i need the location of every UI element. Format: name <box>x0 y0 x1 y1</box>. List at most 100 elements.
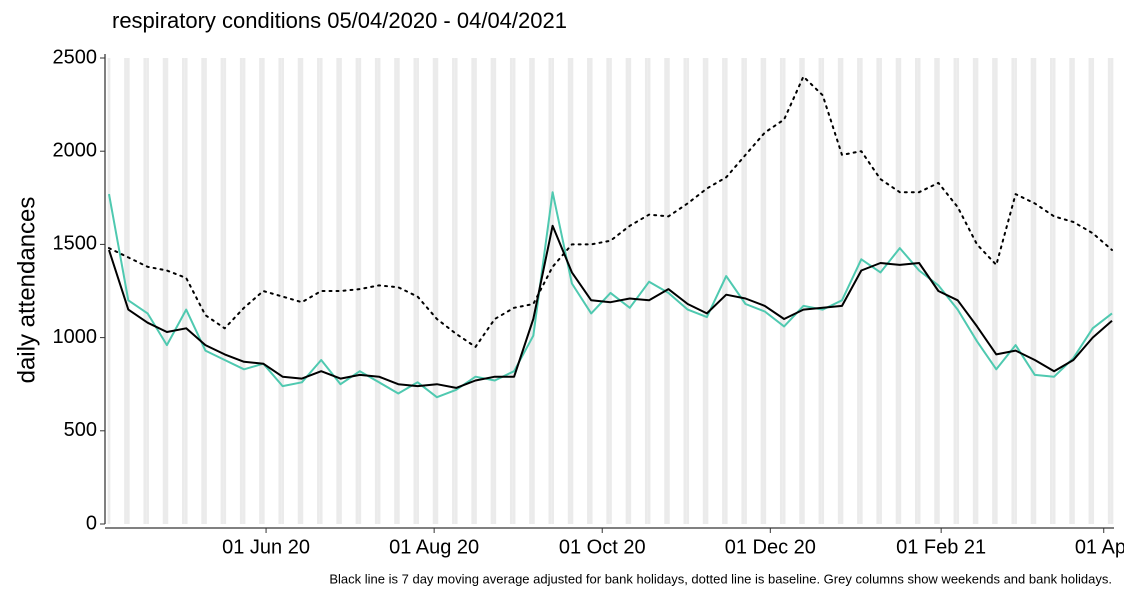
weekend-column <box>606 58 610 524</box>
weekend-column <box>259 58 262 524</box>
weekend-column <box>647 58 651 524</box>
weekend-column <box>201 58 205 524</box>
weekend-column <box>452 58 455 524</box>
weekend-column <box>490 58 494 524</box>
weekend-column <box>220 58 224 524</box>
weekend-column <box>1088 58 1092 524</box>
weekend-column <box>1072 58 1075 524</box>
weekend-column <box>493 58 497 524</box>
weekend-column <box>625 58 629 524</box>
weekend-column <box>204 58 207 524</box>
weekend-column <box>435 58 439 524</box>
weekend-column <box>471 58 475 524</box>
weekend-column <box>705 58 709 524</box>
weekend-column <box>339 58 342 524</box>
weekend-column <box>184 58 188 524</box>
weekend-column <box>589 58 593 524</box>
y-tick-label: 500 <box>64 419 97 441</box>
weekend-column <box>722 58 725 524</box>
weekend-column <box>223 58 227 524</box>
weekend-column <box>143 58 147 524</box>
weekend-column <box>317 58 320 524</box>
weekend-column <box>994 58 998 524</box>
x-tick-label: 01 Dec 20 <box>725 536 816 558</box>
weekend-column <box>162 58 166 524</box>
weekend-column <box>972 58 976 524</box>
weekend-column <box>666 58 670 524</box>
weekend-column <box>182 58 185 524</box>
y-tick-label: 2000 <box>53 139 98 161</box>
weekend-column <box>416 58 419 524</box>
weekend-column <box>879 58 882 524</box>
x-tick-label: 01 Jun 20 <box>222 536 310 558</box>
weekend-column <box>818 58 822 524</box>
weekend-column <box>319 58 323 524</box>
weekend-column <box>741 58 745 524</box>
weekend-column <box>992 58 995 524</box>
weekend-column <box>548 58 552 524</box>
weekend-column <box>358 58 362 524</box>
weekend-column <box>413 58 417 524</box>
x-tick-label: 01 Apr <box>1075 536 1124 558</box>
weekend-column <box>821 58 825 524</box>
weekend-column <box>239 58 243 524</box>
y-tick-label: 2500 <box>53 46 98 68</box>
weekend-column <box>1052 58 1056 524</box>
weekend-column <box>802 58 805 524</box>
x-tick-label: 01 Oct 20 <box>559 536 646 558</box>
weekend-column <box>763 58 767 524</box>
weekend-column <box>355 58 359 524</box>
weekend-column <box>1107 58 1111 524</box>
weekend-column <box>857 58 860 524</box>
chart-title: respiratory conditions 05/04/2020 - 04/0… <box>112 8 567 33</box>
weekend-column <box>1091 58 1095 524</box>
weekend-column <box>683 58 687 524</box>
weekend-column <box>570 58 574 524</box>
weekend-column <box>837 58 841 524</box>
y-tick-label: 1500 <box>53 233 98 255</box>
weekend-column <box>876 58 880 524</box>
weekend-column <box>1033 58 1037 524</box>
y-tick-label: 0 <box>86 512 97 534</box>
weekend-column <box>165 58 169 524</box>
weekend-column <box>474 58 477 524</box>
weekend-column <box>377 58 381 524</box>
weekend-column <box>895 58 899 524</box>
weekend-column <box>1014 58 1017 524</box>
weekend-column <box>859 58 863 524</box>
y-tick-label: 1000 <box>53 326 98 348</box>
x-tick-label: 01 Feb 21 <box>896 536 986 558</box>
weekend-column <box>432 58 436 524</box>
weekend-column <box>146 58 149 524</box>
weekend-column <box>779 58 783 524</box>
weekend-column <box>975 58 979 524</box>
weekend-column <box>628 58 632 524</box>
weekend-column <box>609 58 612 524</box>
weekend-column <box>531 58 535 524</box>
weekend-column <box>799 58 803 524</box>
weekend-column <box>1030 58 1034 524</box>
weekend-column <box>587 58 590 524</box>
weekend-column <box>107 58 111 524</box>
weekend-column <box>956 58 960 524</box>
weekend-column <box>300 58 304 524</box>
weekend-column <box>529 58 532 524</box>
weekend-column <box>126 58 130 524</box>
weekend-column <box>917 58 921 524</box>
weekend-column <box>898 58 902 524</box>
weekend-column <box>914 58 918 524</box>
weekend-column <box>374 58 378 524</box>
weekend-column <box>744 58 747 524</box>
weekend-column <box>840 58 844 524</box>
weekend-column <box>509 58 513 524</box>
weekend-column <box>724 58 728 524</box>
weekend-column <box>953 58 957 524</box>
weekend-column <box>454 58 458 524</box>
weekend-column <box>1069 58 1073 524</box>
weekend-column <box>934 58 938 524</box>
weekend-column <box>760 58 764 524</box>
weekend-column <box>278 58 282 524</box>
weekend-column <box>242 58 246 524</box>
weekend-column <box>551 58 555 524</box>
weekend-column <box>512 58 516 524</box>
